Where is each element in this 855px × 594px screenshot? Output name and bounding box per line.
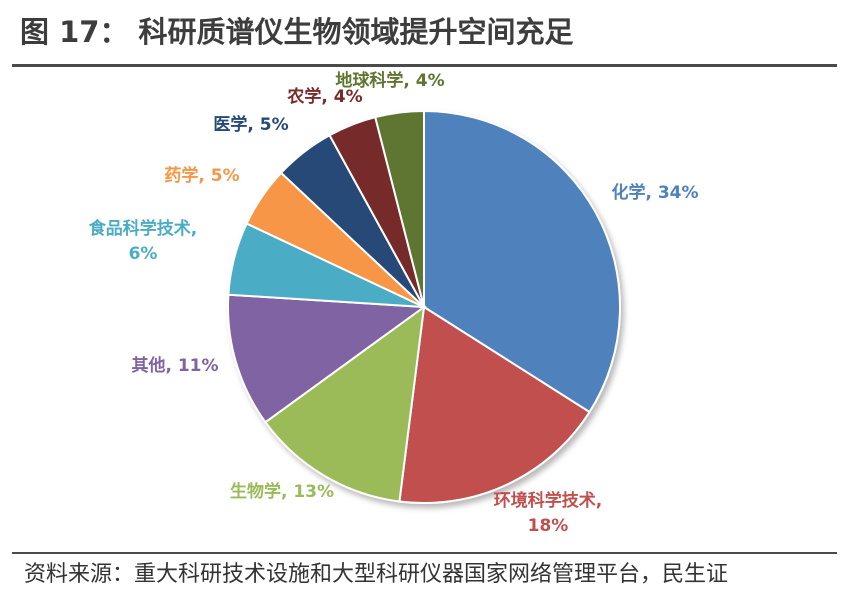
pie-slice — [374, 109, 425, 308]
bottom-rule — [12, 552, 837, 554]
pie-labels: 化学, 34% 环境科学技术, 18% 生物学, 13% 其他, 11% 食品科学技术, 6… — [89, 70, 699, 536]
pie-slice — [227, 293, 427, 424]
slice-label: 医学, 5% — [213, 114, 288, 135]
pie-slices — [227, 109, 621, 504]
pie-chart: 化学, 34% 环境科学技术, 18% 生物学, 13% 其他, 11% 食品科学技术, 6… — [89, 70, 699, 536]
slice-label: 药学, 5% — [164, 165, 239, 186]
slice-label: 地球科学, 4% — [335, 70, 444, 91]
pie-slice — [264, 304, 426, 503]
pie-slice — [398, 305, 591, 504]
top-rule — [12, 64, 837, 67]
slice-label: 其他, 11% — [131, 355, 218, 376]
pie-slice — [423, 109, 621, 414]
slice-label: 环境科学技术, 18% — [494, 490, 602, 536]
slice-label: 化学, 34% — [611, 182, 698, 203]
slice-label: 农学, 4% — [286, 86, 362, 107]
figure-title: 图 17： 科研质谱仪生物领域提升空间充足 — [20, 15, 574, 49]
source-note: 资料来源：重大科研技术设施和大型科研仪器国家网络管理平台，民生证 — [24, 562, 729, 587]
slice-label: 生物学, 13% — [230, 481, 334, 502]
slice-label: 食品科学技术, 6% — [89, 218, 197, 264]
